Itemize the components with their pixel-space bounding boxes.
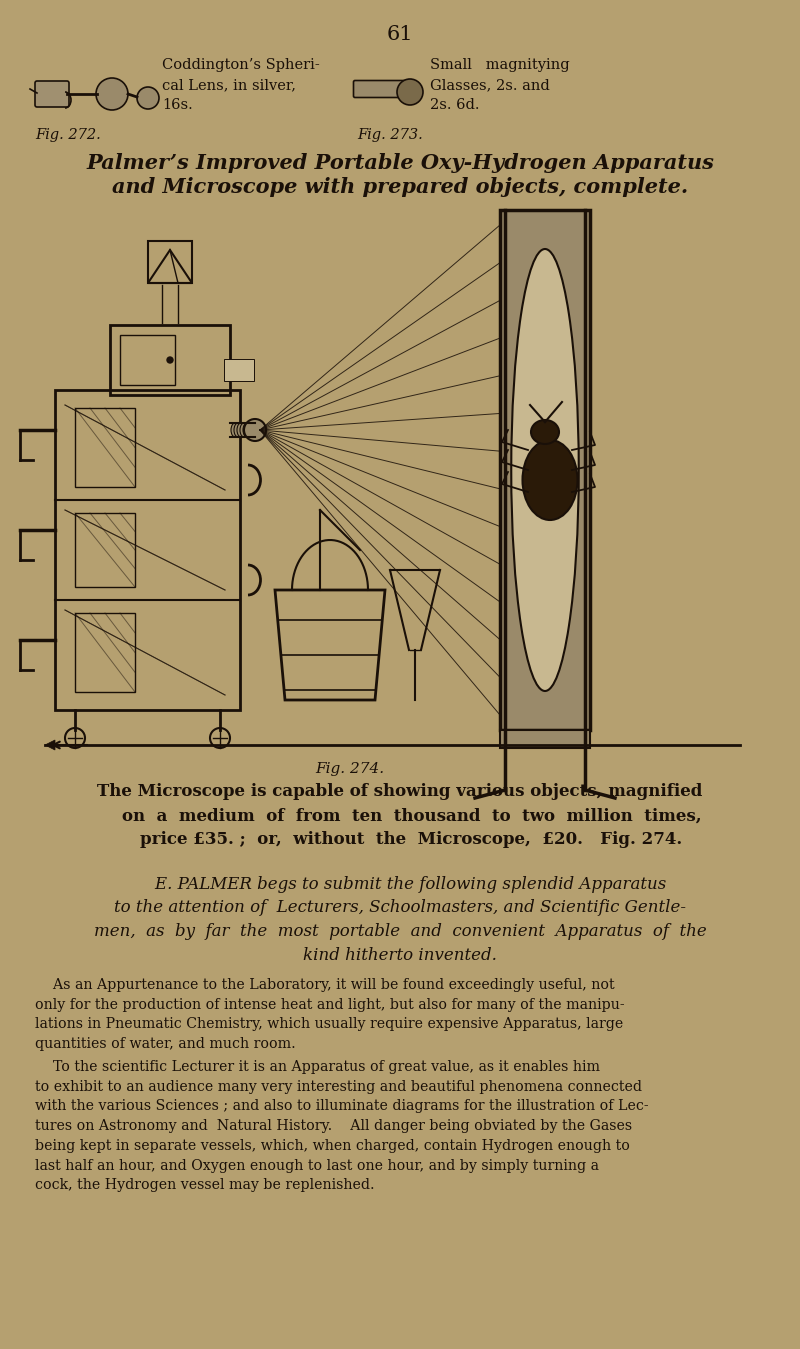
Bar	[55, 390, 240, 710]
Text: Palmer’s Improved Portable Oxy-Hydrogen Apparatus: Palmer’s Improved Portable Oxy-Hydrogen …	[86, 152, 714, 173]
Text: Fig. 273.: Fig. 273.	[357, 128, 423, 142]
Bar	[500, 210, 590, 730]
Text: E. PALMER begs to submit the following splendid Apparatus
to the attention of  L: E. PALMER begs to submit the following s…	[94, 876, 706, 963]
Circle shape	[244, 420, 266, 441]
Ellipse shape	[531, 420, 559, 444]
Text: As an Appurtenance to the Laboratory, it will be found exceedingly useful, not
o: As an Appurtenance to the Laboratory, it…	[35, 978, 625, 1051]
Bar	[500, 730, 590, 747]
Text: Small   magnitying
Glasses, 2s. and
2s. 6d.: Small magnitying Glasses, 2s. and 2s. 6d…	[430, 58, 570, 112]
Ellipse shape	[240, 424, 248, 437]
Text: and Microscope with prepared objects, complete.: and Microscope with prepared objects, co…	[112, 177, 688, 197]
FancyArrowPatch shape	[53, 742, 87, 749]
Bar	[75, 612, 135, 692]
Polygon shape	[45, 741, 55, 750]
Text: To the scientific Lecturer it is an Apparatus of great value, as it enables him
: To the scientific Lecturer it is an Appa…	[35, 1060, 649, 1193]
Ellipse shape	[231, 424, 239, 437]
Ellipse shape	[234, 424, 242, 437]
Ellipse shape	[243, 424, 251, 437]
Text: Fig. 272.: Fig. 272.	[35, 128, 101, 142]
Circle shape	[137, 86, 159, 109]
FancyBboxPatch shape	[354, 81, 409, 97]
Ellipse shape	[522, 440, 578, 519]
Ellipse shape	[511, 250, 578, 691]
Ellipse shape	[237, 424, 245, 437]
Circle shape	[167, 357, 173, 363]
Bar	[110, 325, 230, 395]
Text: The Microscope is capable of showing various objects, magnified
    on  a  mediu: The Microscope is capable of showing var…	[98, 782, 702, 849]
FancyBboxPatch shape	[35, 81, 69, 107]
Circle shape	[397, 80, 423, 105]
Bar	[120, 335, 175, 384]
Text: Fig. 274.: Fig. 274.	[315, 762, 385, 776]
Circle shape	[96, 78, 128, 111]
Bar	[75, 513, 135, 587]
Bar	[148, 241, 192, 283]
Ellipse shape	[246, 424, 254, 437]
FancyBboxPatch shape	[224, 359, 254, 380]
Bar	[75, 407, 135, 487]
Text: Coddington’s Spheri-
cal Lens, in silver,
16s.: Coddington’s Spheri- cal Lens, in silver…	[162, 58, 320, 112]
Text: 61: 61	[386, 26, 414, 45]
